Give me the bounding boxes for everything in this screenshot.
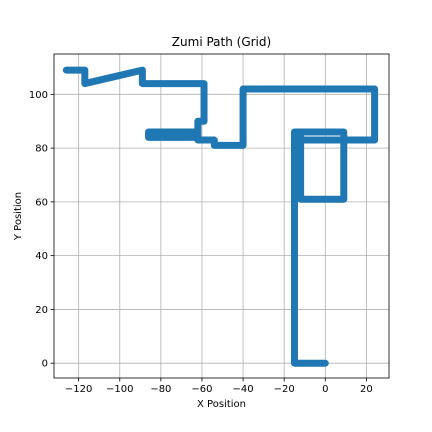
y-tick-label: 0 (42, 359, 48, 370)
plot-frame (53, 53, 390, 379)
x-axis-label: X Position (197, 399, 246, 410)
y-tick-label: 20 (35, 305, 48, 316)
y-tick-label: 40 (35, 251, 48, 262)
y-tick-label: 60 (35, 197, 48, 208)
x-tick-label: 20 (360, 384, 373, 395)
x-tick-label: −40 (233, 384, 254, 395)
x-tick-label: −60 (191, 384, 212, 395)
y-tick-label: 100 (29, 90, 48, 101)
chart-title: Zumi Path (Grid) (172, 35, 271, 49)
series-layer (62, 66, 379, 367)
x-tick-label: −100 (106, 384, 133, 395)
x-tick-label: −120 (65, 384, 92, 395)
x-tick-label: −20 (274, 384, 295, 395)
y-tick-label: 80 (35, 144, 48, 155)
x-tick-label: 0 (322, 384, 328, 395)
ticks: −120 −100 −80 −60 −40 −20 0 20 0 20 40 60 80 100 (29, 90, 373, 395)
x-tick-label: −80 (150, 384, 171, 395)
path-series-line (62, 66, 379, 367)
y-axis-label: Y Position (13, 192, 24, 241)
